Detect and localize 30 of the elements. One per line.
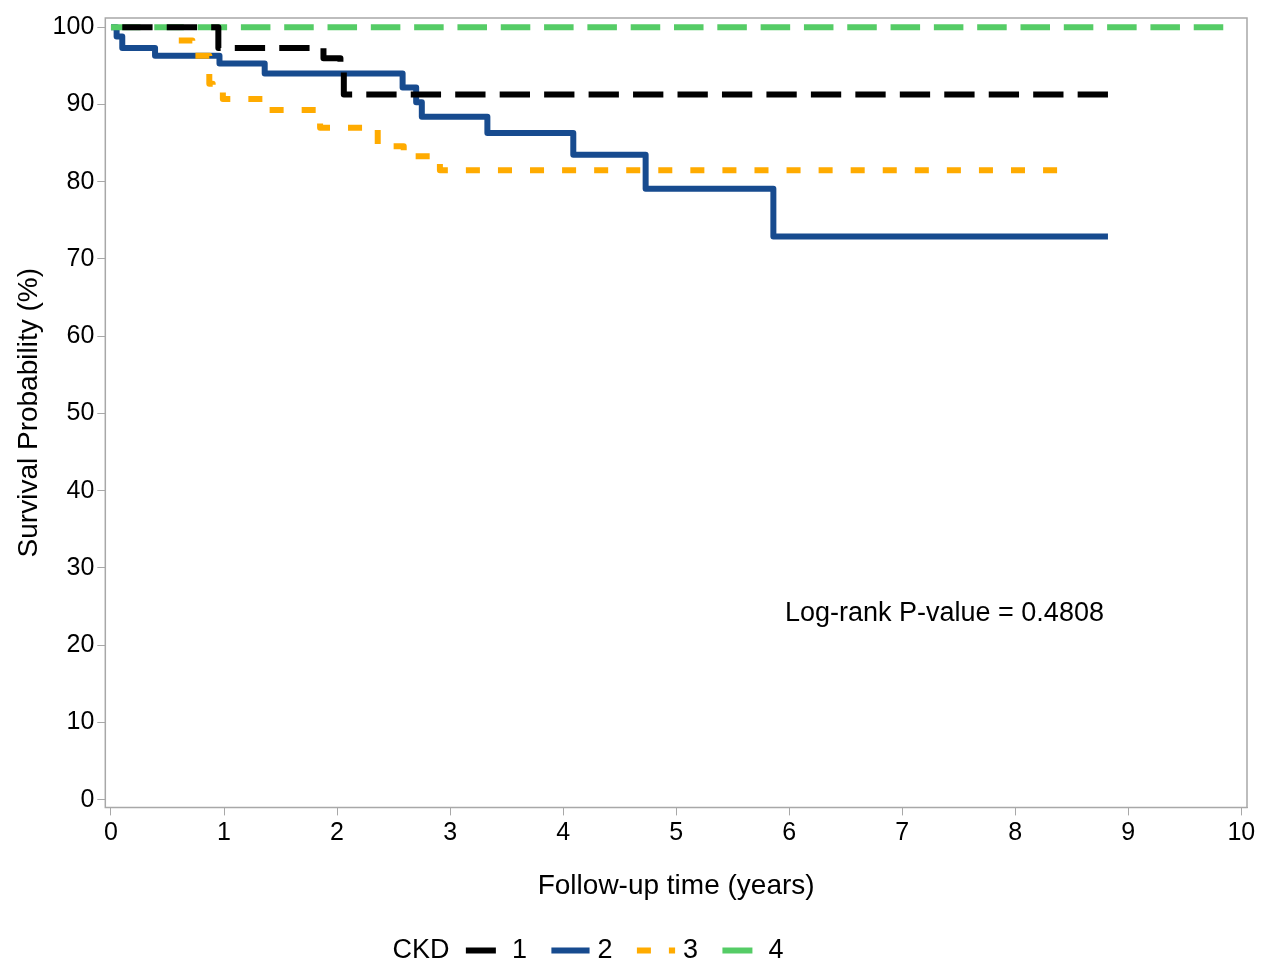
y-tick-label: 40	[66, 474, 95, 503]
y-axis-title: Survival Probability (%)	[11, 267, 43, 558]
x-tick-label: 9	[1121, 817, 1136, 846]
y-tick-label: 100	[52, 11, 95, 40]
y-tick-label: 60	[66, 320, 95, 349]
legend-label: 2	[597, 933, 613, 964]
x-tick-label: 0	[104, 817, 118, 846]
legend-label: 3	[683, 933, 699, 964]
x-tick-label: 5	[669, 817, 684, 846]
x-tick-label: 3	[443, 817, 458, 846]
x-tick-label: 4	[556, 817, 571, 846]
y-tick-label: 80	[66, 165, 95, 194]
annotation: Log-rank P-value = 0.4808	[784, 597, 1104, 628]
x-tick-label: 10	[1227, 817, 1256, 846]
y-tick-label: 30	[66, 551, 95, 580]
y-tick-label: 20	[66, 629, 95, 658]
legend-label: 1	[511, 933, 527, 964]
x-tick-label: 2	[330, 817, 344, 846]
y-tick-label: 50	[66, 397, 95, 426]
x-axis-title: Follow-up time (years)	[537, 868, 815, 900]
x-tick-label: 7	[895, 817, 910, 846]
legend-label: 4	[768, 933, 784, 964]
legend-title: CKD	[392, 933, 450, 964]
y-tick-label: 10	[66, 706, 95, 735]
y-tick-label: 90	[66, 88, 95, 117]
x-tick-label: 1	[217, 817, 231, 846]
x-tick-label: 8	[1008, 817, 1023, 846]
x-tick-label: 6	[782, 817, 797, 846]
y-tick-label: 70	[66, 242, 95, 271]
y-tick-label: 0	[80, 783, 95, 812]
